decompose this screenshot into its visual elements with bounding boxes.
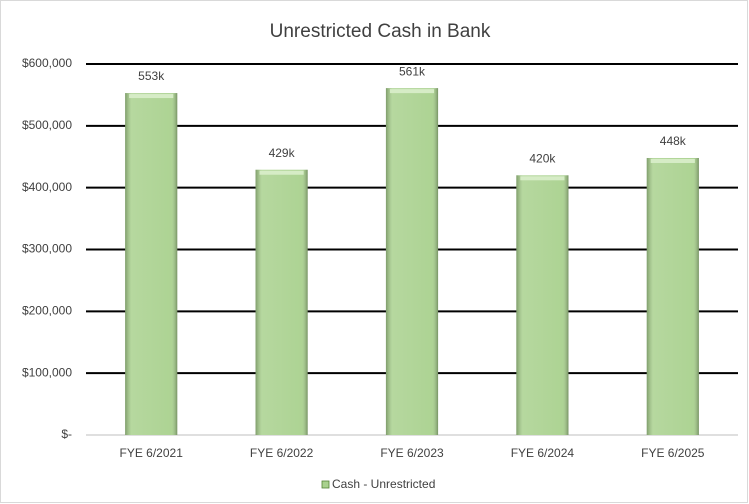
- y-tick-label: $-: [61, 427, 72, 441]
- data-label: 561k: [399, 64, 426, 78]
- y-tick-label: $400,000: [22, 180, 72, 194]
- y-tick-label: $100,000: [22, 365, 72, 379]
- x-tick-label: FYE 6/2024: [511, 446, 575, 460]
- bar-top: [650, 158, 695, 163]
- legend-label: Cash - Unrestricted: [332, 477, 435, 491]
- y-tick-label: $200,000: [22, 304, 72, 318]
- bar-bevel: [646, 157, 699, 435]
- legend-swatch: [321, 480, 330, 489]
- y-tick-label: $600,000: [22, 56, 72, 70]
- bar-bevel: [516, 175, 569, 436]
- chart-title: Unrestricted Cash in Bank: [270, 21, 491, 42]
- y-tick-label: $300,000: [22, 242, 72, 256]
- x-tick-label: FYE 6/2022: [250, 446, 314, 460]
- bar-bevel: [255, 169, 308, 436]
- bar-top: [520, 176, 565, 181]
- bar-top: [259, 170, 304, 175]
- bar-bevel: [125, 93, 178, 435]
- x-tick-label: FYE 6/2023: [380, 446, 444, 460]
- bar-top: [389, 89, 435, 94]
- data-label: 448k: [660, 134, 687, 148]
- bar-top: [129, 94, 174, 99]
- y-tick-label: $500,000: [22, 118, 72, 132]
- data-label: 420k: [529, 151, 556, 165]
- x-tick-label: FYE 6/2021: [120, 446, 184, 460]
- data-label: 553k: [138, 69, 165, 83]
- bar-bevel: [385, 88, 439, 436]
- x-tick-label: FYE 6/2025: [641, 446, 705, 460]
- data-label: 429k: [269, 146, 296, 160]
